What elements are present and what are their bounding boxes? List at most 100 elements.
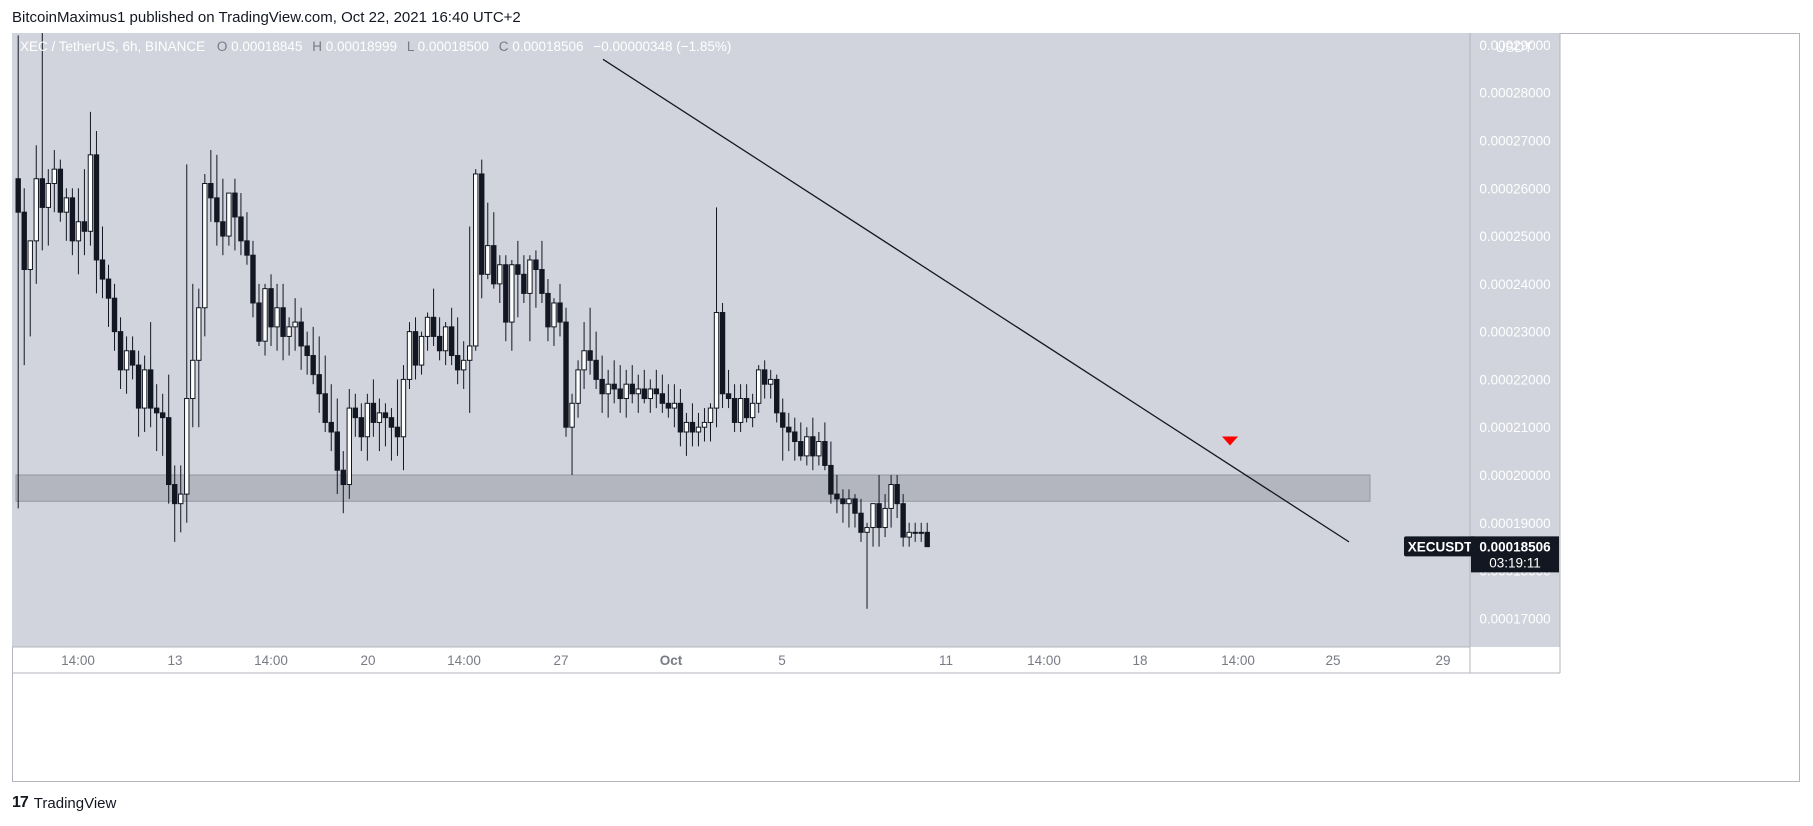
candle (870, 503, 876, 547)
plot-area[interactable] (12, 33, 1470, 647)
candle-body-down (448, 326, 455, 357)
candle (81, 169, 88, 256)
candle (412, 317, 419, 380)
candle (792, 417, 798, 461)
candle (256, 283, 262, 346)
candle (786, 412, 792, 452)
time-tick-label: 18 (1132, 653, 1147, 668)
candle-body-up (226, 192, 232, 237)
candle (611, 360, 617, 404)
candle (388, 408, 395, 461)
candle-body-up (551, 302, 557, 328)
candle (563, 307, 569, 437)
candle (280, 283, 286, 361)
candle-body-down (322, 393, 328, 423)
time-tick-label: Oct (660, 653, 683, 668)
candle (743, 384, 750, 423)
candle-body-down (840, 498, 846, 505)
candle-body-down (280, 307, 286, 337)
candle-body-down (214, 197, 220, 223)
candle-body-up (292, 321, 298, 328)
candle (725, 369, 732, 409)
candle (454, 317, 461, 385)
candle (599, 355, 605, 413)
candle (172, 465, 178, 542)
candle-body-down (798, 441, 804, 457)
candle-body-up (635, 388, 641, 395)
candle (135, 350, 142, 437)
candle-body-down (15, 178, 21, 213)
candle-body-down (641, 388, 647, 400)
candle (184, 164, 190, 523)
candle-body-up (605, 383, 611, 395)
candle (436, 317, 443, 361)
candle-body-up (75, 221, 82, 242)
candle (503, 255, 509, 342)
candle-body-down (244, 240, 250, 256)
candle-body-up (123, 350, 130, 371)
candle (755, 365, 762, 413)
candle (882, 494, 888, 538)
candle-body-up (816, 441, 822, 457)
candle (906, 522, 912, 547)
candle (328, 384, 334, 452)
candle-body-up (768, 378, 774, 385)
candle-body-down (563, 321, 569, 428)
candle-body-down (545, 292, 551, 328)
price-label: 0.00018506 (1479, 539, 1551, 554)
candle (304, 331, 310, 375)
candle (358, 403, 365, 452)
candle-body-up (442, 326, 449, 352)
candlestick-chart[interactable]: 0.000170000.000180000.000190000.00020000… (12, 33, 1800, 782)
candle (707, 403, 714, 442)
candle (545, 279, 551, 342)
price-tick-label: 0.00025000 (1479, 229, 1550, 244)
candle (406, 322, 413, 389)
candle-body-up (888, 484, 894, 509)
candle-body-up (623, 383, 629, 400)
candle (190, 283, 196, 428)
candle (21, 188, 27, 366)
candle-body-up (473, 173, 479, 347)
candle-body-up (262, 288, 268, 342)
candle (178, 465, 184, 533)
candle-body-down (81, 221, 88, 232)
candle (683, 412, 690, 456)
candle (804, 427, 810, 466)
high-value: 0.00018999 (326, 39, 397, 54)
candle-body-up (364, 402, 371, 438)
candle-body-down (172, 484, 178, 505)
symbol-legend: XEC / TetherUS, 6h, BINANCE O 0.00018845… (20, 39, 731, 54)
candle-body-down (725, 393, 732, 400)
candle (352, 393, 359, 437)
candle-body-down (629, 383, 635, 395)
candle-body-up (846, 498, 852, 505)
candle-body-up (33, 178, 39, 242)
candle (57, 159, 64, 222)
candle-body-down (352, 407, 359, 419)
candle-body-down (665, 402, 672, 409)
candle (918, 522, 924, 542)
candle-body-up (190, 359, 196, 400)
candle (232, 178, 238, 251)
candle (129, 336, 136, 380)
candle-body-down (220, 221, 226, 237)
price-tick-label: 0.00023000 (1479, 325, 1550, 340)
candle-body-down (166, 417, 172, 486)
tradingview-logo[interactable]: 17 TradingView (12, 794, 116, 812)
candle-body-down (611, 383, 617, 390)
close-key: C (499, 39, 509, 54)
candle (316, 336, 322, 413)
candle-body-down (93, 154, 100, 261)
candle-body-down (430, 316, 437, 337)
symbol-name: XEC / TetherUS, 6h, BINANCE (20, 39, 205, 54)
candle-body-down (828, 464, 834, 495)
candle-body-down (587, 350, 593, 361)
candle-body-down (774, 378, 780, 414)
symbol-label: XECUSDT (1408, 539, 1473, 554)
price-tick-label: 0.00024000 (1479, 277, 1550, 292)
candle (196, 288, 202, 428)
candle (298, 307, 304, 370)
candle (888, 474, 894, 528)
candle (286, 317, 292, 356)
